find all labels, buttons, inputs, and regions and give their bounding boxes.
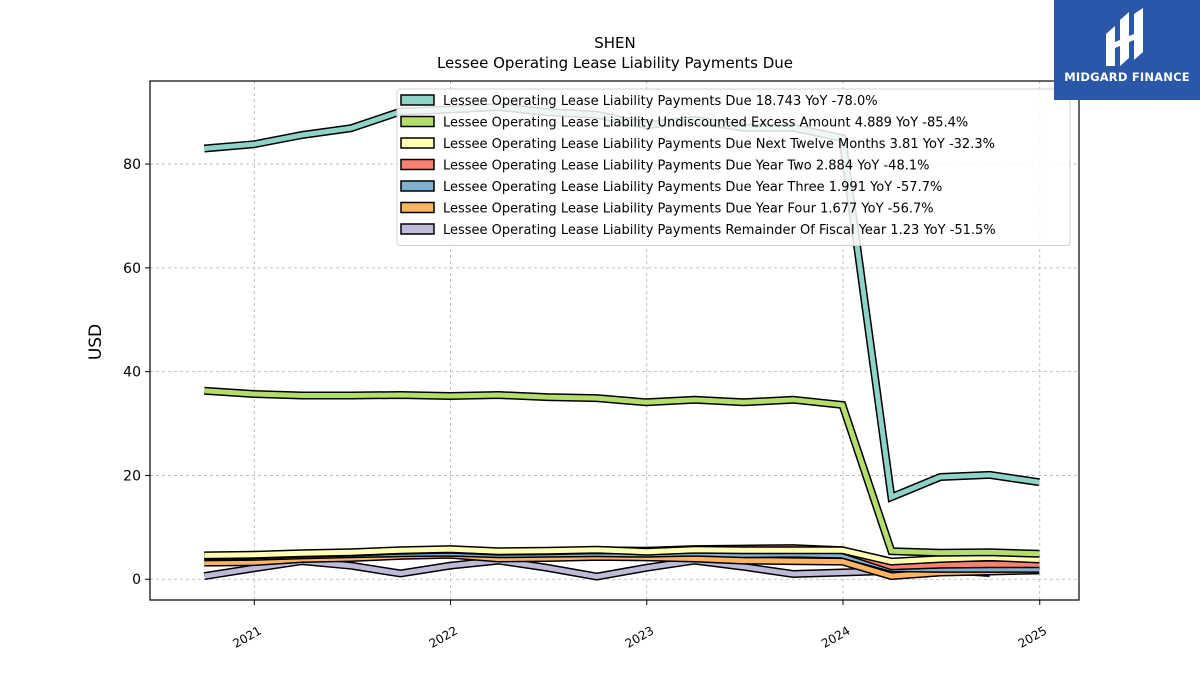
y-tick-label: 0	[132, 572, 141, 588]
legend-entry: Lessee Operating Lease Liability Payment…	[443, 180, 942, 195]
y-tick-label: 40	[123, 365, 141, 381]
legend-entry: Lessee Operating Lease Liability Payment…	[443, 94, 878, 109]
y-tick-label: 60	[123, 261, 141, 277]
brand-logo: MIDGARD FINANCE	[1054, 0, 1200, 100]
chart-subtitle: Lessee Operating Lease Liability Payment…	[437, 54, 793, 72]
legend-box	[396, 88, 1071, 246]
logo-text: MIDGARD FINANCE	[1064, 70, 1190, 84]
legend-swatch	[400, 137, 435, 149]
x-tick-label: 2025	[1016, 623, 1049, 650]
legend: Lessee Operating Lease Liability Payment…	[396, 88, 1071, 246]
plot-frame	[149, 80, 1080, 601]
legend-swatch	[400, 158, 435, 171]
legend-entry: Lessee Operating Lease Liability Undisco…	[443, 116, 968, 131]
y-tick-label: 20	[123, 468, 141, 484]
series-line	[204, 546, 1040, 565]
legend-entry: Lessee Operating Lease Liability Payment…	[443, 159, 929, 174]
legend-swatch	[400, 201, 435, 214]
legend-entry: Lessee Operating Lease Liability Payment…	[443, 137, 995, 152]
x-tick-label: 2023	[623, 623, 656, 650]
midgard-logo-icon	[1106, 8, 1143, 66]
chart-title: SHEN	[594, 34, 636, 52]
legend-swatch	[400, 180, 435, 192]
series-line-outline	[204, 386, 1040, 558]
x-tick-label: 2021	[230, 623, 263, 650]
x-tick-label: 2022	[427, 623, 460, 650]
legend-swatch	[400, 115, 435, 128]
legend-swatch	[400, 223, 435, 235]
y-tick-label: 80	[123, 157, 141, 173]
legend-swatch	[400, 94, 435, 106]
series-line	[203, 558, 990, 580]
x-tick-label: 2024	[819, 623, 852, 650]
series-line	[204, 388, 1040, 557]
legend-entry: Lessee Operating Lease Liability Payment…	[443, 223, 996, 238]
y-axis-label: USD	[86, 324, 106, 360]
legend-entry: Lessee Operating Lease Liability Payment…	[443, 202, 934, 217]
